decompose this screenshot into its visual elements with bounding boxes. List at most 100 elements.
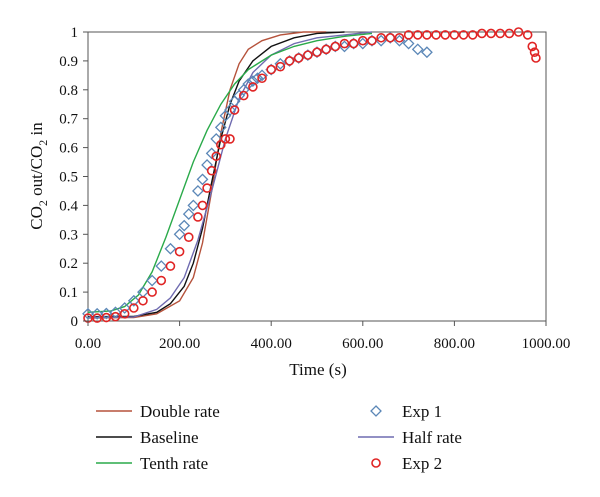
legend-item-double-rate: Double rate <box>96 402 220 421</box>
data-point-exp-2 <box>101 312 112 323</box>
x-tick-label: 400.00 <box>251 336 292 352</box>
data-point-exp-2 <box>513 27 524 37</box>
data-point-exp-2 <box>522 30 533 40</box>
data-point-exp-1 <box>411 43 424 56</box>
y-tick-label: 0.6 <box>59 141 78 157</box>
legend-label: Tenth rate <box>140 454 208 473</box>
x-tick-label: 0.00 <box>75 336 101 352</box>
data-point-exp-2 <box>403 30 414 40</box>
data-point-exp-2 <box>394 32 405 43</box>
data-point-exp-1 <box>82 307 94 320</box>
data-point-exp-2 <box>293 53 304 63</box>
data-point-exp-2 <box>165 261 176 271</box>
data-point-exp-2 <box>527 41 538 52</box>
data-point-exp-2 <box>495 28 506 39</box>
data-point-exp-2 <box>225 134 235 144</box>
data-point-exp-2 <box>412 30 423 40</box>
data-point-exp-1 <box>251 72 264 85</box>
series-line-half-rate <box>87 31 373 319</box>
data-point-exp-2 <box>303 50 313 60</box>
data-point-exp-1 <box>118 302 131 314</box>
data-point-exp-2 <box>206 165 217 176</box>
data-point-exp-1 <box>100 307 113 320</box>
data-point-exp-2 <box>467 30 478 40</box>
data-point-exp-2 <box>348 38 359 49</box>
data-point-exp-2 <box>531 53 541 63</box>
data-point-exp-2 <box>357 35 368 46</box>
data-point-exp-2 <box>458 30 469 40</box>
data-point-exp-1 <box>214 121 227 134</box>
data-point-exp-2 <box>216 139 226 150</box>
legend-label: Baseline <box>140 428 199 447</box>
data-point-exp-2 <box>110 311 121 322</box>
data-point-exp-2 <box>174 246 185 257</box>
data-point-exp-2 <box>211 151 222 162</box>
data-point-exp-1 <box>164 242 177 255</box>
y-tick-label: 0.8 <box>59 83 78 99</box>
series-line-double-rate <box>87 31 327 319</box>
data-point-exp-1 <box>109 306 122 319</box>
legend-label: Double rate <box>140 402 220 421</box>
data-point-exp-2 <box>220 134 231 144</box>
data-point-exp-1 <box>196 173 209 186</box>
legend-label: Half rate <box>402 428 462 447</box>
data-point-exp-1 <box>274 57 287 70</box>
data-point-exp-2 <box>202 183 212 193</box>
plot-frame <box>87 31 547 322</box>
data-point-exp-2 <box>330 41 341 52</box>
data-point-exp-2 <box>284 56 295 66</box>
y-axis-label: CO2 out/CO2 in <box>27 122 50 230</box>
data-point-exp-2 <box>183 232 194 242</box>
data-point-exp-1 <box>91 307 104 320</box>
data-point-exp-2 <box>119 308 130 319</box>
legend-item-baseline: Baseline <box>96 428 199 447</box>
legend-swatch <box>370 405 382 417</box>
data-point-exp-1 <box>402 37 415 50</box>
data-point-exp-2 <box>193 212 203 222</box>
data-point-exp-2 <box>376 32 386 43</box>
x-tick-label: 1000.00 <box>522 336 571 352</box>
y-tick-label: 1 <box>71 25 79 41</box>
data-point-exp-2 <box>129 303 139 313</box>
data-point-exp-1 <box>256 69 268 82</box>
data-point-exp-2 <box>504 28 515 39</box>
plot-area <box>82 27 547 323</box>
data-point-exp-1 <box>187 199 200 212</box>
data-point-exp-2 <box>138 295 148 306</box>
series-exp-2 <box>83 27 541 323</box>
data-point-exp-2 <box>92 313 102 323</box>
x-tick-label: 200.00 <box>159 336 200 352</box>
data-point-exp-2 <box>197 200 208 211</box>
data-point-exp-2 <box>529 47 540 58</box>
x-axis-label: Time (s) <box>289 360 346 379</box>
data-point-exp-2 <box>275 61 286 72</box>
y-tick-label: 0.1 <box>59 285 78 301</box>
data-point-exp-2 <box>486 28 496 39</box>
data-point-exp-1 <box>178 219 191 232</box>
y-tick-label: 0.4 <box>59 198 78 214</box>
data-point-exp-1 <box>201 159 213 171</box>
data-point-exp-2 <box>257 73 267 84</box>
data-point-exp-1 <box>146 274 159 287</box>
data-point-exp-2 <box>422 30 432 40</box>
data-point-exp-2 <box>339 38 350 49</box>
data-point-exp-2 <box>440 30 451 40</box>
y-tick-label: 0.3 <box>59 227 78 243</box>
data-point-exp-2 <box>449 30 460 40</box>
series-double-rate <box>87 31 327 319</box>
data-point-exp-1 <box>246 75 259 88</box>
data-point-exp-2 <box>477 28 487 39</box>
series-line-tenth-rate <box>87 32 373 313</box>
y-tick-label: 0.2 <box>59 256 78 272</box>
series-exp-1 <box>82 31 433 320</box>
data-point-exp-2 <box>156 275 167 286</box>
data-point-exp-1 <box>173 228 186 241</box>
data-point-exp-2 <box>431 30 441 40</box>
data-point-exp-1 <box>155 260 168 273</box>
data-point-exp-2 <box>321 44 331 55</box>
x-tick-label: 800.00 <box>434 336 475 352</box>
legend-item-half-rate: Half rate <box>358 428 462 447</box>
data-point-exp-2 <box>229 105 240 115</box>
data-point-exp-2 <box>367 35 377 46</box>
